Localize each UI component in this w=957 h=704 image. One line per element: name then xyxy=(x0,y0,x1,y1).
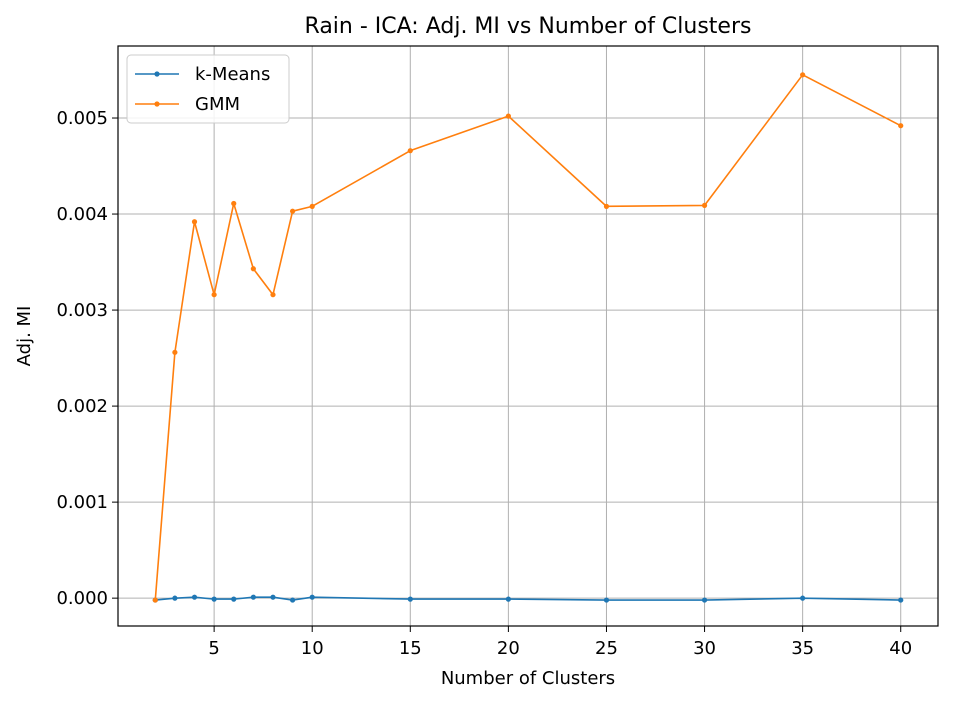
data-point-gmm xyxy=(309,203,315,209)
x-tick-label: 5 xyxy=(208,638,219,659)
data-point-k-means xyxy=(211,596,217,602)
data-point-k-means xyxy=(289,597,296,603)
y-tick-label: 0.004 xyxy=(56,204,108,225)
legend-label-k-means: k-Means xyxy=(195,64,270,85)
x-tick-label: 15 xyxy=(399,638,422,659)
x-axis: 5 10 15 20 25 30 35 40 xyxy=(208,626,912,659)
data-point-gmm xyxy=(152,597,158,603)
x-tick-label: 35 xyxy=(791,638,814,659)
data-point-gmm xyxy=(191,219,198,225)
legend-label-gmm: GMM xyxy=(195,94,240,115)
data-point-gmm xyxy=(289,208,296,214)
data-point-k-means xyxy=(407,596,413,602)
data-point-k-means xyxy=(309,594,315,600)
legend-marker-gmm xyxy=(154,101,160,107)
data-point-gmm xyxy=(250,266,256,272)
y-tick-label: 0.002 xyxy=(56,396,108,417)
data-point-k-means xyxy=(270,594,276,600)
data-point-gmm xyxy=(800,72,806,78)
y-axis-label: Adj. MI xyxy=(14,306,35,367)
data-point-gmm xyxy=(172,349,178,355)
data-point-gmm xyxy=(603,203,610,209)
data-point-k-means xyxy=(800,595,806,601)
data-point-gmm xyxy=(898,123,904,129)
x-tick-label: 30 xyxy=(693,638,716,659)
legend-box xyxy=(126,54,290,124)
data-point-gmm xyxy=(701,202,708,209)
data-point-k-means xyxy=(603,597,610,603)
y-tick-label: 0.000 xyxy=(56,588,108,609)
plot-area xyxy=(118,46,938,626)
series-layer xyxy=(152,72,904,603)
x-tick-label: 20 xyxy=(497,638,520,659)
data-point-k-means xyxy=(250,594,256,600)
data-point-gmm xyxy=(211,292,217,298)
data-point-gmm xyxy=(505,113,511,119)
y-tick-label: 0.001 xyxy=(56,492,108,513)
data-point-k-means xyxy=(898,597,904,603)
data-point-gmm xyxy=(231,200,237,207)
y-tick-label: 0.003 xyxy=(56,300,108,321)
data-point-k-means xyxy=(701,597,708,603)
x-axis-label: Number of Clusters xyxy=(441,668,615,689)
data-point-gmm xyxy=(407,148,413,154)
y-axis: 0.000 0.001 0.002 0.003 0.004 0.005 xyxy=(56,108,118,609)
legend: k-Means GMM xyxy=(126,54,290,124)
plot-frame xyxy=(117,45,939,627)
data-point-gmm xyxy=(270,292,276,298)
data-point-k-means xyxy=(505,596,511,602)
y-tick-label: 0.005 xyxy=(56,108,108,129)
legend-marker-k-means xyxy=(154,71,160,77)
x-tick-label: 40 xyxy=(889,638,912,659)
data-point-k-means xyxy=(191,594,198,600)
x-tick-label: 25 xyxy=(595,638,618,659)
x-tick-label: 10 xyxy=(301,638,324,659)
chart-title: Rain - ICA: Adj. MI vs Number of Cluster… xyxy=(305,14,752,39)
data-point-k-means xyxy=(231,596,237,602)
data-point-k-means xyxy=(172,595,178,601)
